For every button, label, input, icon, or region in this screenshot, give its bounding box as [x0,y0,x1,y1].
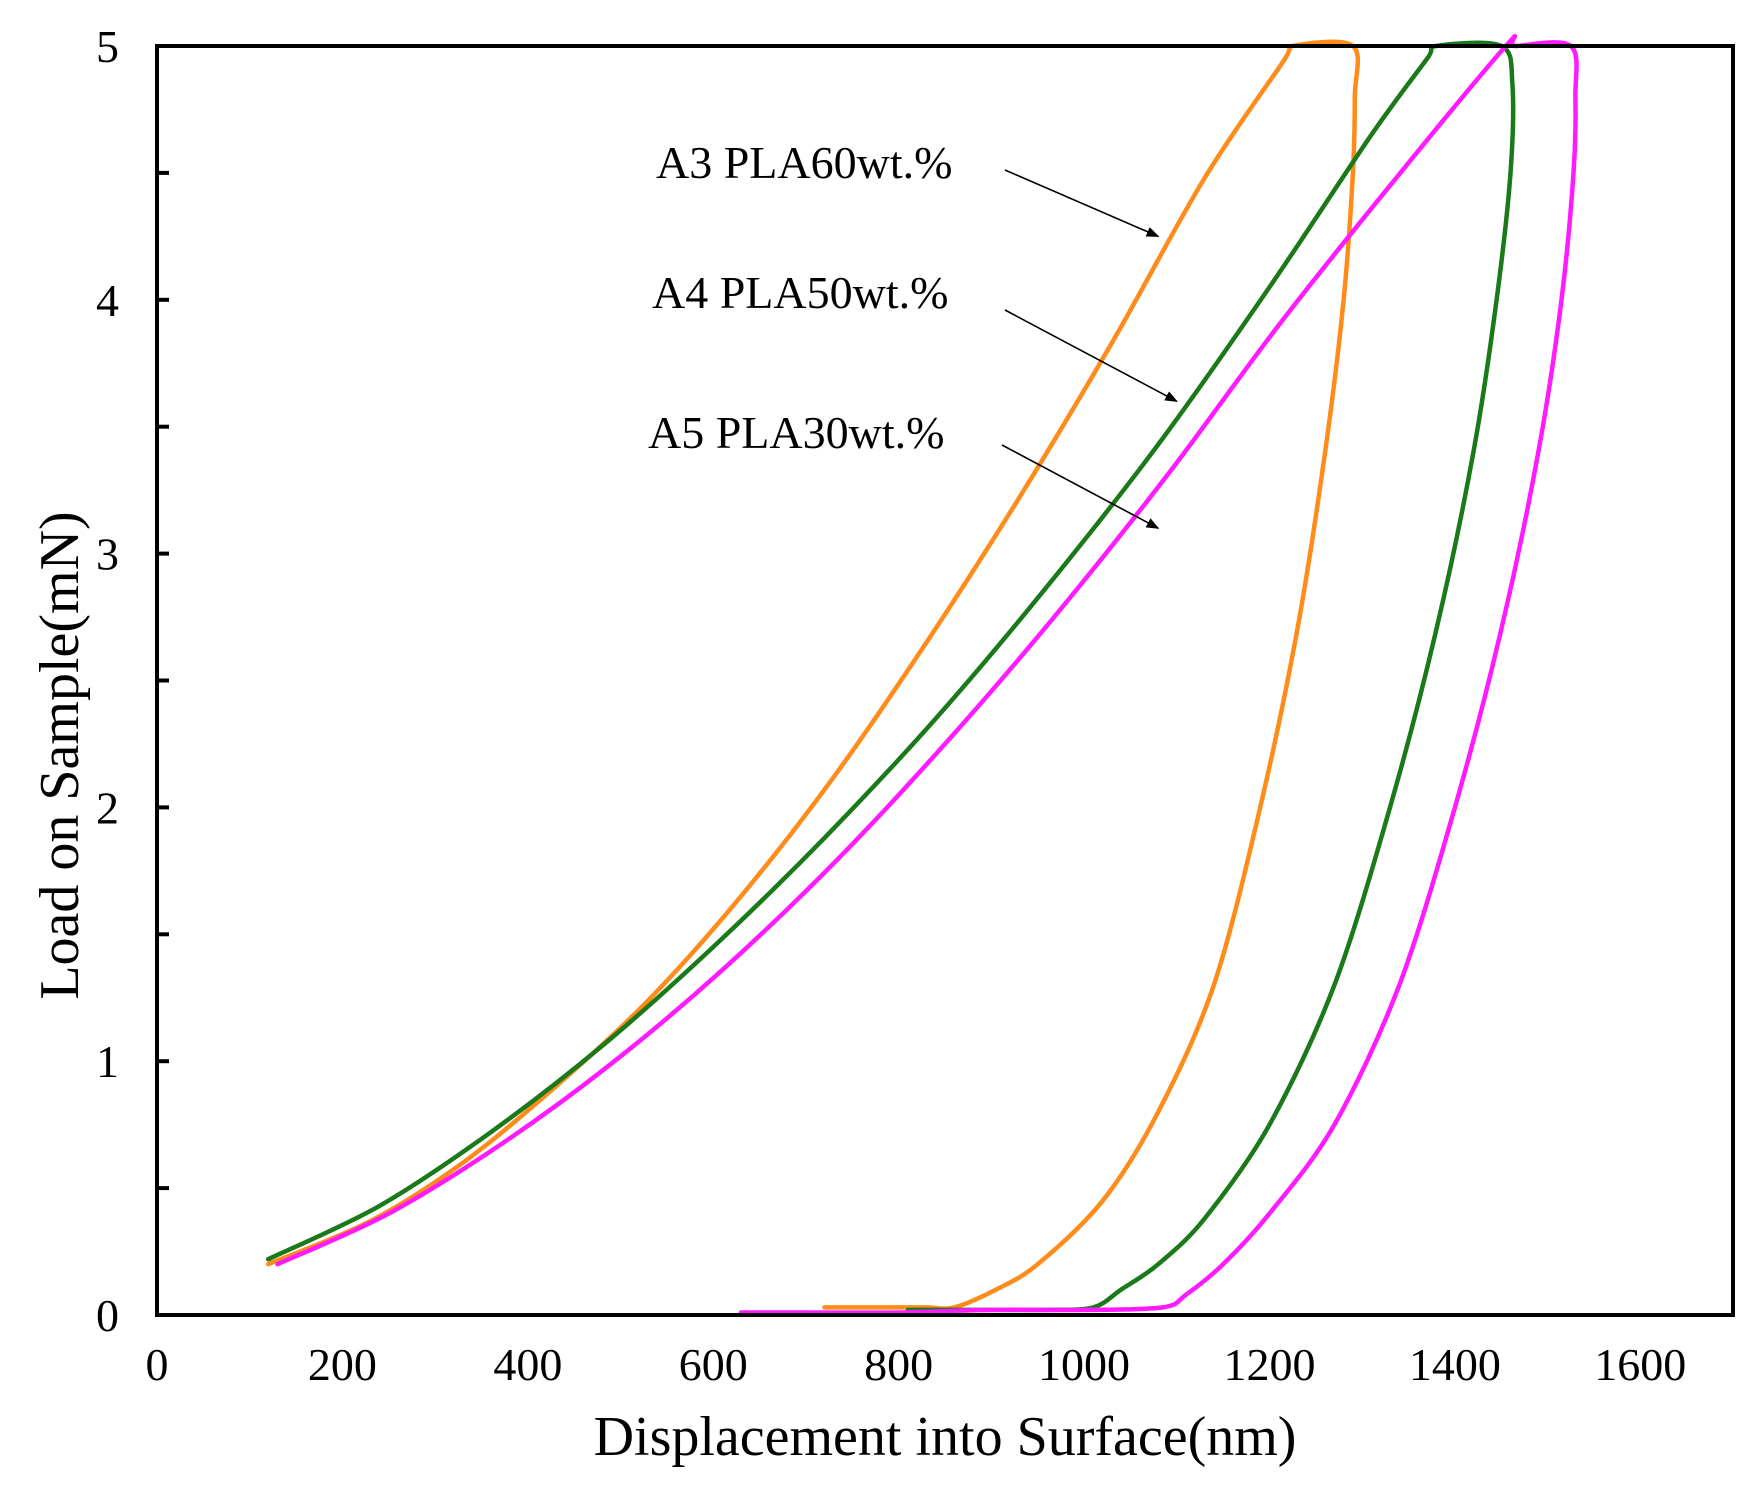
y-tick-label-0: 0 [96,1290,119,1341]
x-tick-label-4: 800 [864,1339,933,1390]
annotation-arrow-1 [1004,169,1160,238]
annotation-arrow-3 [1001,444,1160,529]
x-tick-label-8: 1600 [1594,1339,1686,1390]
axes-layer: 0 1 2 3 4 5 0 200 400 600 800 1000 1200 1400 1600 [96,21,1735,1390]
series-line-2 [265,40,1516,1313]
annotation-label-3: A5 PLA30wt.% [648,407,944,458]
y-tick-label-5: 5 [96,21,119,72]
y-tick-label-1: 1 [96,1036,119,1087]
x-tick-label-2: 400 [493,1339,562,1390]
y-tick-label-4: 4 [96,275,119,326]
annotation-label-2: A4 PLA50wt.% [652,267,948,318]
x-tick-label-5: 1000 [1038,1339,1130,1390]
x-tick-label-0: 0 [146,1339,169,1390]
series-line-3 [275,33,1579,1315]
annotation-label-1: A3 PLA60wt.% [656,137,952,188]
x-axis-title: Displacement into Surface(nm) [594,1406,1297,1468]
x-tick-label-7: 1400 [1409,1339,1501,1390]
y-axis-title: Load on Sample(mN) [29,511,91,999]
x-tick-label-3: 600 [679,1339,748,1390]
annotation-arrow-2 [1004,309,1178,403]
annotations-layer: A3 PLA60wt.% A4 PLA50wt.% A5 PLA30wt.% [648,137,1178,529]
plot-frame [155,44,1735,1317]
series-line-1 [265,39,1361,1311]
series-layer [265,33,1579,1315]
x-tick-label-1: 200 [308,1339,377,1390]
x-tick-label-6: 1200 [1223,1339,1315,1390]
y-tick-label-3: 3 [96,529,119,580]
y-tick-label-2: 2 [96,782,119,833]
